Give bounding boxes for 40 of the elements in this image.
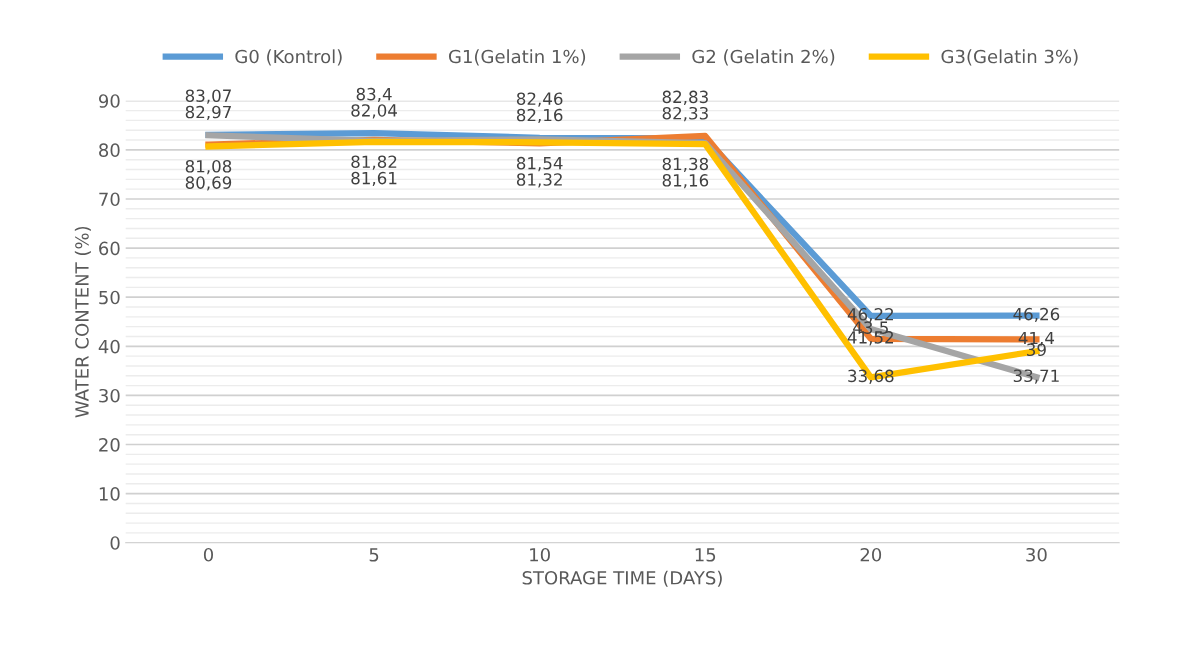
legend-label: G1(Gelatin 1%) bbox=[448, 49, 586, 66]
x-tick-label: 20 bbox=[860, 547, 882, 562]
data-label: 33,71 bbox=[1013, 369, 1059, 384]
data-label: 82,16 bbox=[516, 108, 563, 124]
y-tick-label: 10 bbox=[99, 487, 120, 501]
legend-label: G0 (Kontrol) bbox=[235, 49, 342, 66]
x-tick-label: 0 bbox=[203, 547, 214, 562]
data-label: 81,61 bbox=[351, 171, 397, 187]
y-tick-label: 80 bbox=[99, 143, 120, 157]
y-tick-label: 0 bbox=[110, 536, 120, 550]
y-tick-label: 20 bbox=[99, 437, 120, 452]
data-label: 82,04 bbox=[351, 104, 397, 119]
data-label: 82,46 bbox=[516, 92, 563, 107]
y-tick-label: 90 bbox=[98, 94, 120, 108]
y-tick-label: 60 bbox=[99, 241, 120, 256]
data-label: 82,33 bbox=[662, 106, 708, 122]
data-label: 81,38 bbox=[662, 157, 709, 172]
legend-label: G2 (Gelatin 2%) bbox=[692, 49, 835, 66]
data-label: 81,16 bbox=[662, 174, 709, 189]
data-label: 82,97 bbox=[185, 105, 231, 121]
y-tick-label: 70 bbox=[99, 192, 120, 207]
legend-label: G3(Gelatin 3%) bbox=[941, 49, 1078, 66]
y-tick-label: 40 bbox=[98, 339, 120, 354]
data-label: 82,83 bbox=[662, 90, 708, 105]
y-tick-label: 30 bbox=[99, 388, 120, 403]
x-tick-label: 30 bbox=[1026, 547, 1047, 562]
y-tick-label: 50 bbox=[99, 290, 120, 305]
data-label: 81,08 bbox=[185, 159, 232, 175]
data-label: 81,82 bbox=[351, 155, 397, 170]
x-tick-label: 5 bbox=[369, 548, 379, 562]
data-label: 81,54 bbox=[516, 156, 563, 172]
data-label: 81,32 bbox=[516, 173, 562, 188]
data-label: 83,4 bbox=[356, 87, 392, 103]
x-tick-label: 15 bbox=[695, 548, 716, 562]
data-label: 83,07 bbox=[185, 89, 231, 104]
data-label: 80,69 bbox=[185, 176, 232, 191]
x-tick-label: 10 bbox=[530, 547, 550, 562]
data-label: 46,26 bbox=[1013, 307, 1060, 323]
y-axis-title: WATER CONTENT (%) bbox=[74, 226, 91, 418]
x-axis-title: STORAGE TIME (DAYS) bbox=[522, 570, 722, 587]
